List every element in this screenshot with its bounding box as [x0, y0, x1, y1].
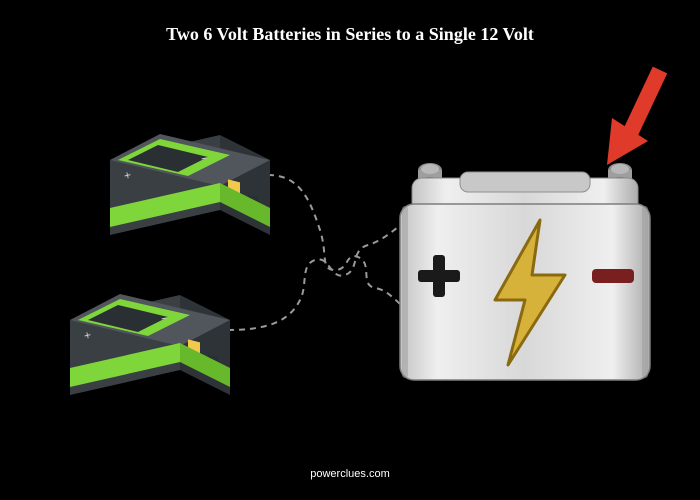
footer-credit: powerclues.com [0, 468, 700, 480]
diagram-canvas: + − + − [0, 0, 700, 500]
minus-icon [592, 269, 634, 283]
battery-6v-top: + − [110, 134, 270, 235]
battery-12v [400, 163, 650, 380]
red-arrow-icon [607, 70, 660, 165]
battery-6v-bottom: + − [70, 294, 230, 395]
